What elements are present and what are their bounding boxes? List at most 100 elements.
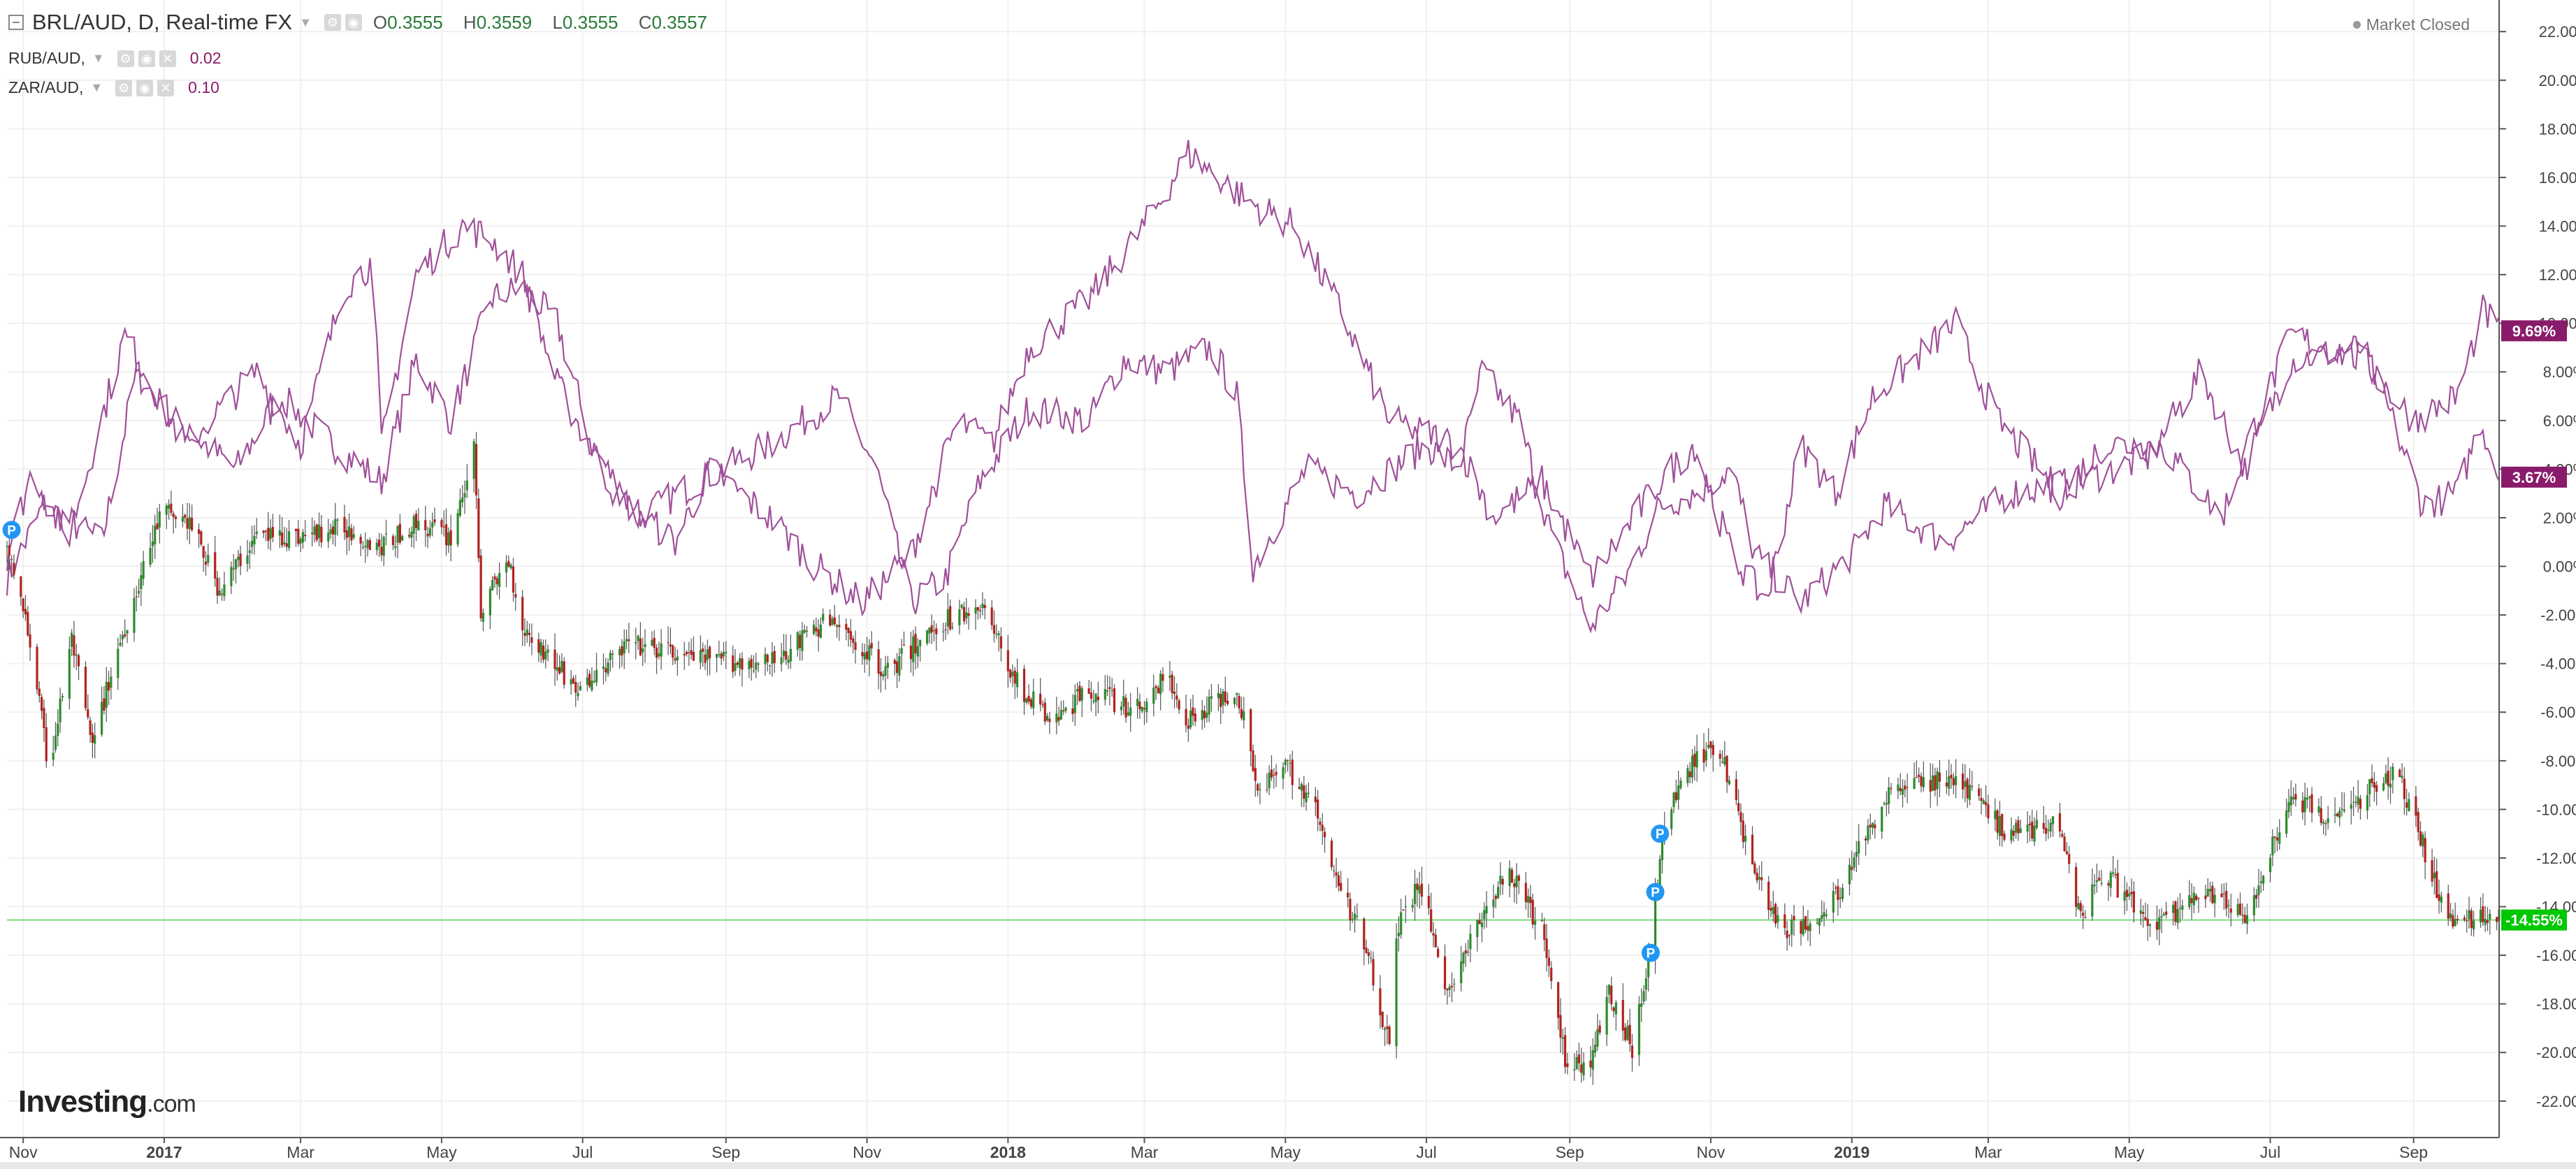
candle (2079, 900, 2082, 918)
candle (1270, 755, 1273, 781)
visibility-icon[interactable]: ◉ (138, 50, 155, 67)
candle (221, 588, 224, 601)
candle-body (1550, 967, 1553, 981)
comparison-label[interactable]: RUB/AUD, (8, 49, 85, 67)
candle (271, 514, 275, 543)
candle-body (1670, 809, 1673, 829)
candle (1497, 880, 1500, 899)
last-value-text: -14.55% (2505, 912, 2563, 929)
settings-icon[interactable]: ⚙ (324, 14, 341, 31)
candle (1550, 961, 1553, 989)
candle (2336, 812, 2339, 818)
candle-body (1236, 692, 1238, 695)
candle-body (2165, 911, 2168, 915)
candle (699, 635, 702, 669)
settings-icon[interactable]: ⚙ (117, 50, 134, 67)
candle (1739, 803, 1742, 836)
candle (817, 619, 820, 652)
candle (1693, 746, 1696, 781)
candle (1783, 903, 1786, 936)
candle-body (401, 536, 404, 541)
candle-body (1450, 985, 1454, 987)
market-status: Market Closed (2352, 15, 2470, 34)
candle-body (384, 533, 388, 535)
candle-body (1593, 1044, 1597, 1053)
candle (1728, 776, 1731, 786)
candle (1642, 985, 1645, 1005)
candle-body (2327, 818, 2329, 824)
candle (343, 504, 346, 541)
candle (1127, 702, 1129, 717)
chart-title[interactable]: BRL/AUD, D, Real-time FX (32, 10, 293, 34)
candle (2447, 885, 2450, 926)
event-markers[interactable]: P P P P (2, 521, 1670, 962)
last-value-label: 9.69% (2501, 320, 2567, 342)
candle (1351, 911, 1354, 923)
candle-body (1672, 792, 1675, 807)
candle (68, 636, 71, 710)
visibility-icon[interactable]: ◉ (136, 79, 154, 96)
candle-body (1904, 785, 1906, 790)
candle-body (833, 617, 836, 625)
candle-body (1192, 707, 1194, 716)
candle (1853, 852, 1855, 871)
event-marker[interactable]: P (1646, 883, 1665, 901)
candle-body (2130, 892, 2133, 894)
candle (61, 692, 64, 702)
candle (512, 558, 515, 602)
candle (925, 630, 929, 646)
event-marker[interactable]: P (1651, 825, 1670, 843)
candle (704, 645, 707, 670)
candle-body (1208, 697, 1210, 715)
candle-body (1793, 915, 1795, 920)
candle-body (253, 535, 256, 545)
candle (1897, 778, 1900, 799)
candle-body (1901, 789, 1904, 795)
comparison-label[interactable]: ZAR/AUD, (8, 78, 84, 96)
candle (2387, 757, 2389, 800)
remove-icon[interactable]: ✕ (159, 50, 176, 67)
candle (976, 607, 979, 620)
candle (1718, 750, 1721, 767)
candle (1559, 998, 1562, 1053)
candle (412, 514, 415, 549)
candle (2176, 897, 2179, 929)
remove-icon[interactable]: ✕ (157, 79, 175, 96)
candle (720, 651, 723, 665)
candle (1013, 667, 1016, 699)
candle (239, 546, 242, 576)
candle (2015, 819, 2018, 839)
candle-body (1994, 811, 1997, 820)
candle (1712, 740, 1714, 772)
candle (2486, 907, 2489, 931)
candle (718, 640, 721, 658)
candle-body (126, 630, 129, 634)
dropdown-caret-icon[interactable]: ▼ (299, 15, 312, 29)
settings-icon[interactable]: ⚙ (115, 79, 133, 96)
dropdown-caret-icon[interactable]: ▼ (92, 51, 105, 65)
candle (877, 641, 880, 690)
event-marker[interactable]: P (1641, 943, 1660, 962)
candle (89, 716, 92, 743)
candle (2468, 896, 2470, 929)
candle-body (801, 630, 804, 651)
dropdown-caret-icon[interactable]: ▼ (90, 80, 103, 94)
candle-body (1057, 717, 1060, 721)
candle (769, 664, 772, 675)
candle-body (38, 688, 41, 696)
candle (2466, 909, 2468, 933)
candle-body (2436, 871, 2438, 898)
candle-body (2496, 917, 2498, 922)
visibility-icon[interactable]: ◉ (345, 14, 362, 31)
candle-body (1510, 869, 1514, 883)
candle (347, 513, 351, 551)
candle (248, 542, 251, 569)
investing-logo[interactable]: Investing.com (18, 1084, 196, 1119)
y-tick-label: 2.00% (2543, 509, 2576, 527)
candle (789, 634, 793, 669)
collapse-legend-icon[interactable] (8, 15, 24, 30)
marker-label: P (1647, 947, 1656, 961)
event-marker[interactable]: P (2, 521, 21, 539)
candle (410, 526, 413, 547)
